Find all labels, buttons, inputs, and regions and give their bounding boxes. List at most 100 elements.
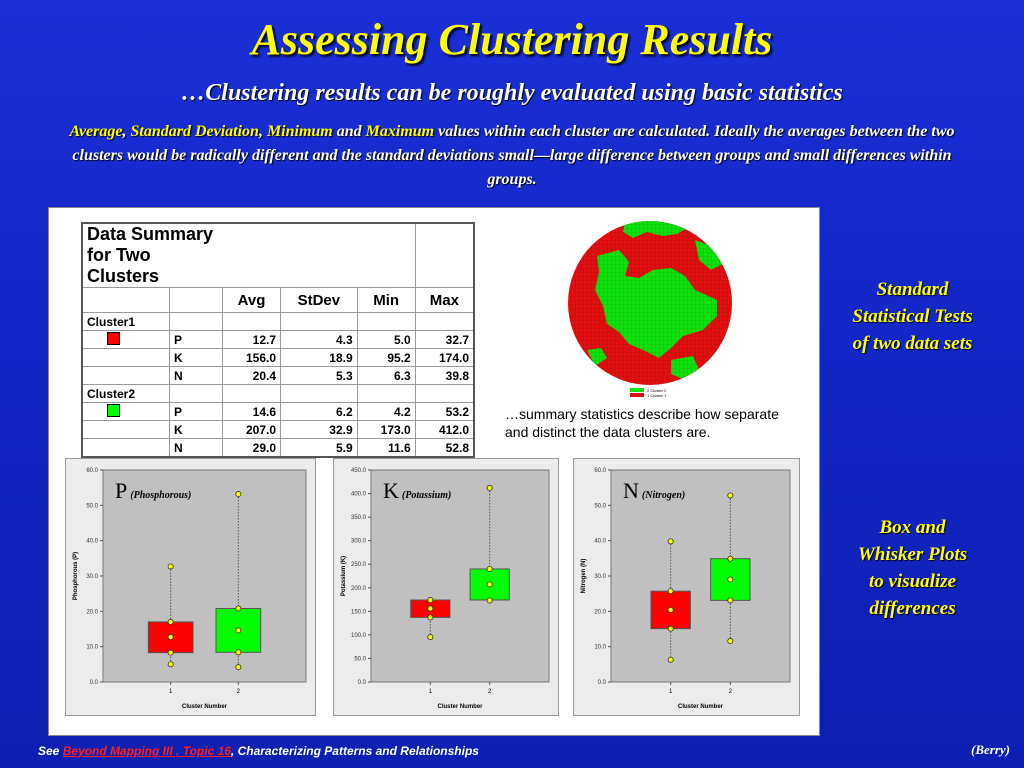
footer: See Beyond Mapping III , Topic 16, Chara…: [38, 744, 479, 758]
legend-swatch-green: [630, 388, 644, 392]
row-var: K: [169, 348, 223, 367]
y-tick-label: 0.0: [598, 680, 607, 686]
cluster1-swatch: [107, 331, 120, 345]
y-tick-label: 20.0: [594, 609, 606, 615]
data-point: [486, 484, 493, 491]
desc-rest: values within each cluster are calculate…: [72, 123, 955, 188]
y-tick-label: 250.0: [351, 562, 367, 568]
x-axis-label: Cluster Number: [182, 704, 228, 710]
cell-min: 6.3: [356, 366, 416, 385]
plot-title-letter: N: [623, 478, 639, 503]
y-tick-label: 150.0: [351, 609, 367, 615]
figure-panel: Data Summary for Two Clusters Avg StDev …: [48, 207, 820, 736]
row-var: N: [169, 438, 223, 458]
cell-avg: 14.6: [221, 402, 282, 421]
footer-link[interactable]: Beyond Mapping III , Topic 16: [62, 744, 231, 758]
row-var: P: [169, 402, 223, 421]
data-point: [727, 576, 734, 583]
cell-avg: 12.7: [221, 330, 282, 349]
desc-sep-1: ,: [122, 123, 131, 140]
cell-avg: 29.0: [221, 438, 282, 458]
plot-area: [370, 469, 550, 683]
data-point: [727, 597, 734, 604]
row-var: P: [169, 330, 223, 349]
plot-title: P (Phosphorous): [115, 478, 191, 503]
blank: [280, 312, 358, 331]
y-tick-label: 60.0: [594, 468, 606, 474]
data-point: [486, 597, 493, 604]
data-point: [667, 538, 674, 545]
plot-title-letter: K: [383, 478, 399, 503]
summary-table: Data Summary for Two Clusters Avg StDev …: [81, 222, 475, 458]
blank: [414, 384, 475, 403]
data-point: [167, 618, 174, 625]
table-row: P 14.6 6.2 4.2 53.2: [81, 402, 475, 421]
cell-min: 5.0: [356, 330, 416, 349]
cluster-map-svg: 2 Cluster 2 1 Cluster 1: [568, 221, 732, 398]
cell-min: 173.0: [356, 420, 416, 439]
legend-label-cluster2: 2 Cluster 2: [647, 388, 667, 393]
data-point: [235, 605, 242, 612]
data-point: [486, 581, 493, 588]
term-minimum: Minimum: [266, 123, 333, 140]
box-plot-svg: 0.0 50.0 100.0 150.0 200.0 250.0 300.0 350.0 400…: [333, 458, 559, 716]
data-point: [667, 625, 674, 632]
blank: [169, 384, 223, 403]
footer-prefix: See: [38, 744, 63, 758]
data-point: [167, 649, 174, 656]
cell-stdev: 4.3: [280, 330, 358, 349]
box-plot-potassium: 0.0 50.0 100.0 150.0 200.0 250.0 300.0 350.0 400…: [333, 458, 584, 716]
cell-min: 95.2: [356, 348, 416, 367]
cell-stdev: 18.9: [280, 348, 358, 367]
slide-title: Assessing Clustering Results: [251, 15, 773, 64]
summary-title-spacer-2: [414, 222, 475, 288]
cell-min: 11.6: [356, 438, 416, 458]
plot-area: [102, 469, 307, 683]
cell-max: 53.2: [414, 402, 475, 421]
term-average: Average: [69, 123, 123, 140]
header-blank-2: [169, 287, 223, 313]
data-point: [235, 627, 242, 634]
summary-table-title: Data Summary for Two Clusters: [81, 222, 223, 288]
table-row: N 29.0 5.9 11.6 52.8: [81, 438, 475, 458]
x-axis-label: Cluster Number: [678, 704, 724, 710]
cell-avg: 156.0: [221, 348, 282, 367]
cell-min: 4.2: [356, 402, 416, 421]
slide-description: Average, Standard Deviation, Minimum and…: [60, 120, 964, 192]
slide-subtitle: …Clustering results can be roughly evalu…: [181, 80, 843, 106]
map-grid: [568, 221, 732, 385]
x-tick-label: 2: [488, 689, 492, 695]
data-point: [167, 661, 174, 668]
blank: [169, 312, 223, 331]
header-blank-1: [81, 287, 170, 313]
y-axis-label: Nitrogen (N): [581, 559, 587, 594]
summary-title-spacer: [222, 222, 416, 288]
table-row: K 207.0 32.9 173.0 412.0: [81, 420, 475, 439]
term-stdev: Standard Deviation: [130, 123, 259, 140]
plot-title-name: (Potassium): [402, 490, 451, 501]
data-point: [727, 638, 734, 645]
row-var: K: [169, 420, 223, 439]
y-axis-label: Potassium (K): [341, 556, 347, 596]
side-note-line: Whisker Plots: [857, 544, 968, 565]
cell-avg: 20.4: [221, 366, 282, 385]
plot-title: N (Nitrogen): [623, 478, 685, 503]
data-point: [727, 492, 734, 499]
table-row: N 20.4 5.3 6.3 39.8: [81, 366, 475, 385]
side-note-box-whisker: Box and Whisker Plots to visualize diffe…: [830, 514, 995, 622]
legend-label-cluster1: 1 Cluster 1: [647, 393, 667, 398]
blank: [81, 348, 170, 367]
data-point: [667, 588, 674, 595]
y-tick-label: 450.0: [351, 468, 367, 474]
col-header-avg: Avg: [221, 287, 282, 313]
blank: [414, 312, 475, 331]
y-tick-label: 60.0: [86, 468, 98, 474]
blank: [221, 312, 282, 331]
data-point: [667, 656, 674, 663]
plot-title: K (Potassium): [383, 478, 451, 503]
blank: [356, 312, 416, 331]
blank: [81, 366, 170, 385]
data-point: [727, 555, 734, 562]
y-tick-label: 40.0: [86, 539, 98, 545]
y-tick-label: 50.0: [594, 503, 606, 509]
